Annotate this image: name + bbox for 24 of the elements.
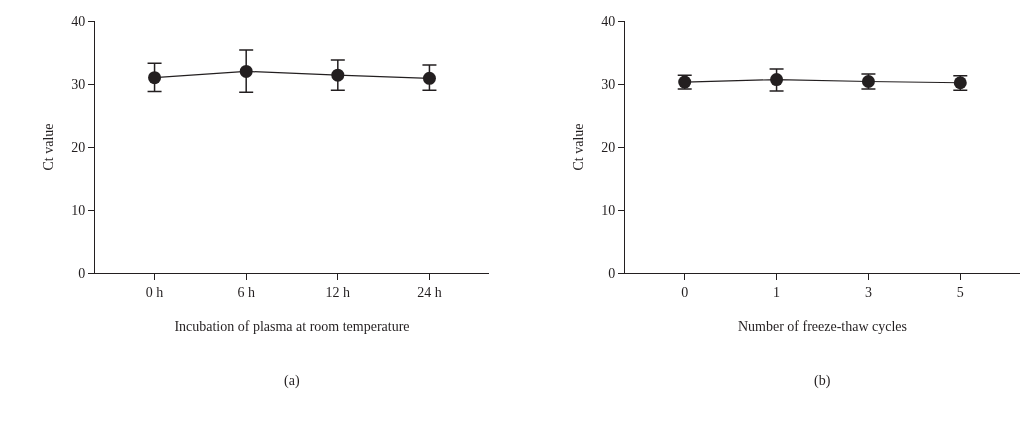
text: (a) [284, 373, 300, 389]
x-tick-label: 6 h [237, 284, 255, 300]
y-tick-label: 0 [78, 265, 86, 281]
y-tick-label: 30 [71, 76, 86, 92]
y-tick-label: 20 [601, 139, 616, 155]
x-tick-label: 24 h [417, 284, 442, 300]
y-tick-label: 10 [71, 202, 86, 218]
y-tick-label: 0 [608, 265, 616, 281]
x-tick-label: 3 [864, 284, 872, 300]
y-axis-title: Ct value [570, 123, 586, 171]
x-tick-label: 0 h [145, 284, 164, 300]
y-axis-title: Ct value [40, 123, 56, 171]
y-tick-label: 40 [71, 13, 86, 29]
x-tick-label: 1 [773, 284, 781, 300]
y-tick-label: 40 [601, 13, 616, 29]
x-axis-title: Incubation of plasma at room temperature [174, 319, 410, 335]
x-tick-label: 12 h [325, 284, 351, 300]
x-tick-label: 0 [681, 284, 689, 300]
y-tick-label: 30 [601, 76, 616, 92]
x-tick-label: 5 [956, 284, 964, 300]
x-axis-title: Number of freeze-thaw cycles [737, 319, 908, 335]
y-tick-label: 10 [601, 202, 616, 218]
text: (b) [814, 373, 831, 389]
y-tick-label: 20 [71, 139, 86, 155]
